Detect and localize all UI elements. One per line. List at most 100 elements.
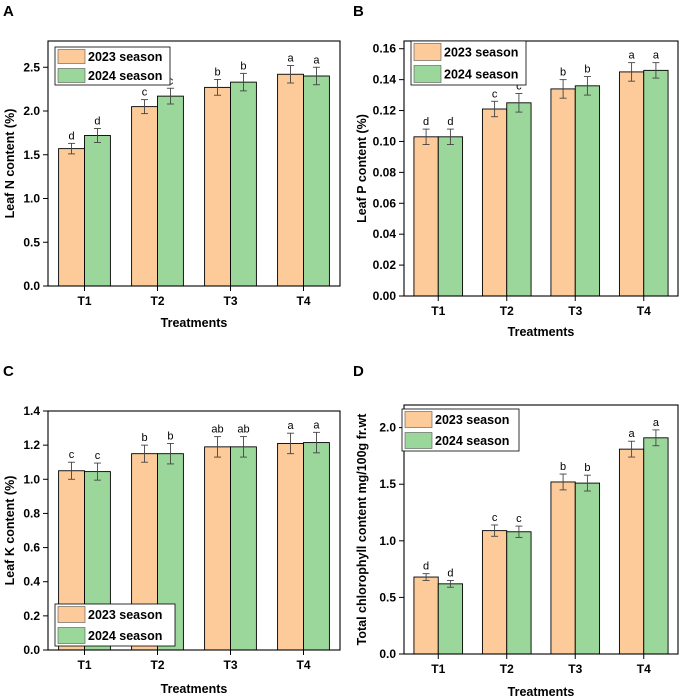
panel-b-errorbar-t2-s2 [515, 93, 523, 113]
panel-c-bar-t4-s1 [277, 442, 304, 651]
panel-c-xtick-label-t2: T2 [150, 658, 164, 672]
panel-c-sig-label-t2-s2: b [167, 430, 173, 442]
panel-b-xtick-label-t4: T4 [637, 304, 651, 318]
panel-b-ytick-label: 0.00 [373, 289, 397, 303]
panel-d-bar-t3-s1 [550, 481, 576, 655]
panel-c-letter: C [3, 363, 14, 380]
panel-a-bar-t3-s1 [204, 86, 231, 287]
panel-d-sig-label-t1-s1: d [423, 561, 429, 573]
panel-a-legend: 2023 season 2024 season [54, 46, 171, 86]
panel-a-errorbar-t1-s1 [68, 142, 76, 155]
panel-d-legend-label-s2: 2024 season [435, 434, 509, 448]
panel-b-xtick-label-t1: T1 [431, 304, 445, 318]
panel-c-errorbar-t4-s2 [312, 431, 320, 454]
panel-a-xtick-label-t2: T2 [150, 294, 164, 308]
panel-d-sig-label-t4-s1: a [629, 428, 636, 440]
panel-d-xtick-label-t4: T4 [637, 662, 651, 676]
panel-b-sig-label-t3-s1: b [560, 67, 566, 79]
panel-d-sig-label-t3-s2: b [584, 462, 590, 474]
panel-b-legend-swatch-s2 [413, 65, 442, 83]
panel-c-ytick-label: 1.0 [23, 472, 40, 486]
panel-d-errorbar-t1-s1 [422, 573, 430, 581]
panel-b-errorbar-t2-s1 [491, 100, 499, 118]
panel-a-ytick-label: 0.0 [23, 279, 40, 293]
panel-d-ytick-label: 2.0 [379, 421, 396, 435]
panel-a-bar-t3-s2 [230, 81, 257, 287]
panel-a-ytick-label: 1.0 [23, 192, 40, 206]
panel-c-ytick-label: 0.2 [23, 609, 40, 623]
panel-b-bar-t2-s2 [506, 102, 532, 297]
panel-c-bar-t3-s1 [204, 446, 231, 651]
panel-b-axes-frame [403, 40, 679, 297]
panel-d-xtick-label-t3: T3 [568, 662, 582, 676]
panel-d-letter: D [353, 363, 364, 380]
panel-a-legend-label-s2: 2024 season [88, 69, 162, 83]
panel-d-xtick-label-t1: T1 [431, 662, 445, 676]
panel-b-legend: 2023 season 2024 season [410, 40, 527, 86]
panel-a-sig-label-t1-s2: d [94, 116, 100, 128]
panel-a-bar-t4-s2 [303, 75, 330, 287]
panel-d-ytick-label: 1.5 [379, 477, 396, 491]
panel-a-sig-label-t3-s2: b [240, 60, 246, 72]
panel-b-xtick-label-t3: T3 [568, 304, 582, 318]
panel-d-axes-frame [403, 404, 679, 655]
panel-a-ytick-label: 2.0 [23, 104, 40, 118]
panel-b-xlabel: Treatments [508, 325, 575, 339]
panel-a-errorbar-t2-s1 [141, 99, 149, 115]
panel-a-ytick-label: 1.5 [23, 148, 40, 162]
panel-b-sig-label-t2-s1: c [492, 88, 498, 100]
panel-a-axes-frame [47, 40, 341, 287]
panel-c-errorbar-t1-s1 [68, 461, 76, 480]
panel-c: Cc c T1 b b T2 ab ab T3 a a T4 0.0 0.2 0.4 0.6 0.8 1.0 1.2… [3, 363, 341, 696]
panel-d-errorbar-t4-s2 [652, 429, 660, 447]
panel-a-errorbar-t1-s2 [93, 128, 101, 143]
panel-b-ytick-label: 0.08 [373, 165, 397, 179]
panel-c-bar-t4-s2 [303, 442, 330, 651]
panel-d-sig-label-t3-s1: b [560, 461, 566, 473]
panel-c-bar-t3-s2 [230, 446, 257, 651]
panel-b-errorbar-t1-s1 [422, 128, 430, 145]
panel-c-legend-label-s1: 2023 season [88, 608, 162, 622]
panel-c-sig-label-t1-s1: c [69, 449, 75, 461]
panel-d-bar-t4-s2 [643, 437, 669, 655]
panel-a: Ad d T1 c c T2 b b T3 a a T4 0.0 0.5 1.0 1.5 2.0 2.5 Treat… [3, 3, 341, 330]
panel-b-bar-t1-s2 [437, 136, 464, 297]
panel-a-bar-t1-s2 [84, 135, 111, 287]
panel-a-legend-label-s1: 2023 season [88, 50, 162, 64]
panel-a-legend-swatch-s2 [57, 68, 86, 83]
panel-c-ytick-label: 0.4 [23, 575, 40, 589]
panel-a-ylabel: Leaf N content (%) [3, 109, 17, 219]
panel-b-bar-t1-s1 [413, 136, 439, 297]
panel-b: Bd d T1 c c T2 b b T3 a a T4 0.00 0.02 0.04 0.06 0.08 0.1… [353, 3, 679, 339]
panel-b-sig-label-t2-s2: c [516, 81, 522, 93]
panel-c-errorbar-t3-s2 [239, 436, 247, 458]
panel-c-ylabel: Leaf K content (%) [3, 476, 17, 586]
panel-d-legend-label-s1: 2023 season [435, 413, 509, 427]
panel-a-xlabel: Treatments [161, 316, 228, 330]
panel-b-ytick-label: 0.02 [373, 258, 397, 272]
panel-c-xlabel: Treatments [161, 682, 228, 696]
panel-b-bar-t3-s1 [550, 88, 576, 297]
panel-a-xtick-label-t1: T1 [77, 294, 91, 308]
panel-a-xtick-label-t4: T4 [296, 294, 310, 308]
panel-d-errorbar-t2-s1 [491, 524, 499, 537]
panel-c-xtick-label-t1: T1 [77, 658, 91, 672]
panel-a-errorbar-t3-s2 [239, 72, 247, 92]
panel-c-xtick-label-t3: T3 [223, 658, 237, 672]
panel-d-legend-swatch-s2 [404, 432, 433, 449]
panel-c-errorbar-t2-s2 [166, 442, 174, 465]
panel-b-sig-label-t4-s2: a [653, 50, 660, 62]
panel-a-sig-label-t1-s1: d [68, 130, 74, 142]
panel-b-ylabel: Leaf P content (%) [355, 114, 369, 223]
panel-b-ytick-label: 0.12 [373, 104, 397, 118]
panel-c-ytick-label: 0.8 [23, 506, 40, 520]
panel-a-xtick-label-t3: T3 [223, 294, 237, 308]
panel-c-errorbar-t1-s2 [93, 462, 101, 481]
panel-c-sig-label-t4-s1: a [287, 420, 294, 432]
panel-c-legend: 2023 season 2024 season [54, 603, 176, 647]
panel-b-errorbar-t3-s1 [559, 79, 567, 99]
panel-b-bar-t4-s1 [618, 71, 645, 297]
panel-a-bar-t2-s2 [157, 95, 184, 287]
panel-c-ytick-label: 0.0 [23, 643, 40, 657]
panel-b-errorbar-t1-s2 [446, 128, 454, 145]
